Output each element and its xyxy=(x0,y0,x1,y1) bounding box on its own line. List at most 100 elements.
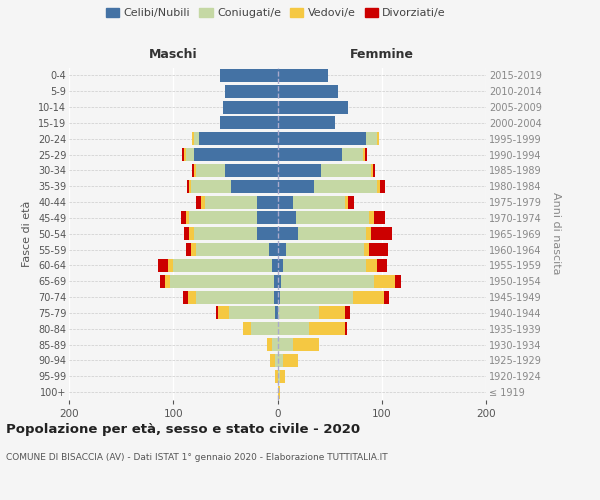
Bar xyxy=(277,322,309,335)
Bar xyxy=(196,243,269,256)
Bar xyxy=(395,275,401,287)
Y-axis label: Fasce di età: Fasce di età xyxy=(22,200,32,267)
Bar xyxy=(251,322,277,335)
Bar xyxy=(182,290,188,304)
Bar xyxy=(168,259,173,272)
Bar xyxy=(293,338,319,351)
Bar xyxy=(296,212,369,224)
Bar xyxy=(319,306,345,320)
Bar xyxy=(194,148,277,161)
Bar xyxy=(270,354,275,367)
Bar xyxy=(205,196,257,208)
Bar xyxy=(277,69,328,82)
Bar xyxy=(269,243,277,256)
Bar xyxy=(189,212,257,224)
Bar xyxy=(226,85,277,98)
Bar xyxy=(186,212,189,224)
Bar xyxy=(283,259,366,272)
Bar xyxy=(191,180,230,192)
Bar xyxy=(349,196,353,208)
Bar xyxy=(309,322,345,335)
Bar xyxy=(194,164,196,177)
Bar xyxy=(277,259,283,272)
Bar xyxy=(277,370,280,382)
Bar xyxy=(275,370,277,382)
Bar xyxy=(275,306,277,320)
Bar xyxy=(160,275,165,287)
Bar xyxy=(184,148,186,161)
Bar xyxy=(363,148,365,161)
Bar xyxy=(196,196,202,208)
Bar xyxy=(371,164,373,177)
Bar xyxy=(277,275,281,287)
Bar xyxy=(165,275,170,287)
Bar xyxy=(277,180,314,192)
Bar xyxy=(257,228,277,240)
Bar xyxy=(277,132,366,145)
Bar xyxy=(277,148,342,161)
Bar xyxy=(194,132,199,145)
Bar xyxy=(192,164,194,177)
Bar xyxy=(345,322,347,335)
Bar xyxy=(277,354,283,367)
Bar xyxy=(277,116,335,130)
Bar xyxy=(191,243,196,256)
Bar xyxy=(281,275,374,287)
Bar xyxy=(353,290,384,304)
Legend: Celibi/Nubili, Coniugati/e, Vedovi/e, Divorziati/e: Celibi/Nubili, Coniugati/e, Vedovi/e, Di… xyxy=(101,3,451,22)
Bar xyxy=(274,275,277,287)
Bar xyxy=(377,259,387,272)
Bar xyxy=(230,180,277,192)
Bar xyxy=(314,180,377,192)
Bar xyxy=(365,148,367,161)
Bar xyxy=(186,148,194,161)
Text: Popolazione per età, sesso e stato civile - 2020: Popolazione per età, sesso e stato civil… xyxy=(6,422,360,436)
Bar xyxy=(170,275,274,287)
Bar xyxy=(187,180,189,192)
Bar xyxy=(342,148,363,161)
Bar xyxy=(189,228,194,240)
Bar xyxy=(188,290,196,304)
Bar xyxy=(220,116,277,130)
Bar xyxy=(274,290,277,304)
Bar xyxy=(277,386,280,398)
Bar xyxy=(196,290,274,304)
Bar xyxy=(369,212,374,224)
Bar xyxy=(202,196,205,208)
Bar xyxy=(257,196,277,208)
Bar xyxy=(366,259,377,272)
Bar xyxy=(277,338,293,351)
Bar xyxy=(374,275,395,287)
Bar xyxy=(277,306,319,320)
Bar xyxy=(377,180,380,192)
Bar xyxy=(280,370,285,382)
Bar xyxy=(186,243,191,256)
Bar xyxy=(377,132,379,145)
Bar xyxy=(158,259,168,272)
Bar xyxy=(275,354,277,367)
Bar xyxy=(366,132,377,145)
Bar xyxy=(283,354,298,367)
Bar xyxy=(226,164,277,177)
Bar xyxy=(189,180,191,192)
Bar xyxy=(374,212,385,224)
Bar xyxy=(220,69,277,82)
Bar xyxy=(218,306,229,320)
Bar xyxy=(277,290,280,304)
Bar xyxy=(173,259,272,272)
Bar xyxy=(216,306,218,320)
Bar xyxy=(223,100,277,114)
Text: Femmine: Femmine xyxy=(350,48,414,62)
Bar xyxy=(298,228,366,240)
Bar xyxy=(286,243,364,256)
Bar xyxy=(345,196,349,208)
Bar xyxy=(277,164,321,177)
Bar xyxy=(373,164,376,177)
Bar xyxy=(277,100,349,114)
Bar xyxy=(182,148,184,161)
Bar xyxy=(192,132,194,145)
Bar xyxy=(293,196,345,208)
Bar xyxy=(380,180,385,192)
Bar xyxy=(196,164,226,177)
Bar xyxy=(277,212,296,224)
